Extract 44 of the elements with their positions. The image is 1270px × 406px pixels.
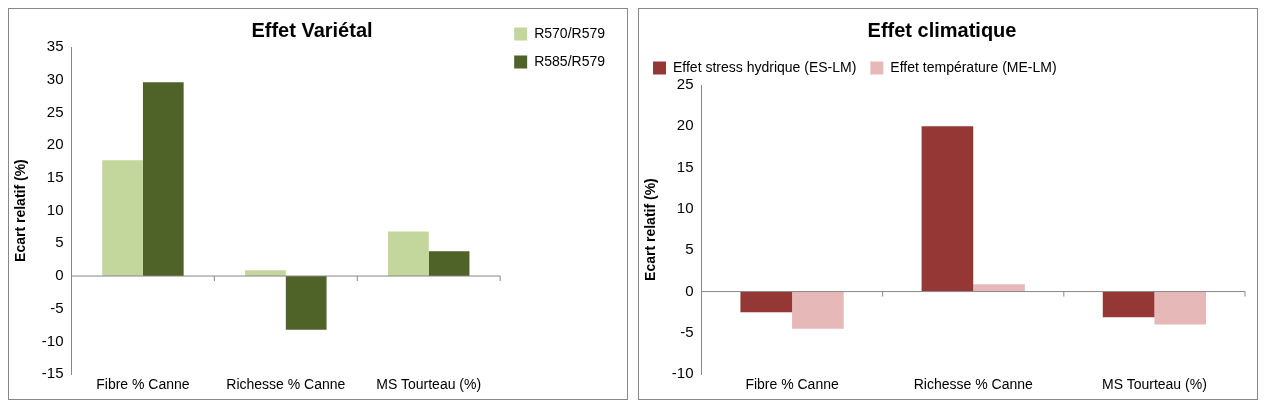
x-tick-label: MS Tourteau (%) <box>376 376 482 393</box>
y-tick-label: 25 <box>46 102 64 120</box>
bar <box>142 82 184 277</box>
legend-label: Effet stress hydrique (ES-LM) <box>673 58 857 75</box>
chart-title: Effet Variétal <box>251 18 373 41</box>
y-tick-label: -5 <box>50 298 64 316</box>
bar <box>102 160 143 277</box>
y-tick-label: 35 <box>46 37 64 55</box>
y-tick-label: 20 <box>46 135 64 153</box>
bar <box>921 126 974 292</box>
bar <box>388 231 429 277</box>
y-tick-label: 0 <box>685 281 694 299</box>
y-tick-label: -10 <box>41 331 64 349</box>
bar <box>792 291 844 329</box>
y-axis-title: Ecart relatif (%) <box>642 178 659 281</box>
y-tick-label: 25 <box>676 75 694 93</box>
bar <box>428 251 470 277</box>
legend-label: R570/R579 <box>534 24 606 41</box>
x-tick-label: Richesse % Canne <box>226 376 346 393</box>
y-tick-label: 5 <box>685 240 694 258</box>
y-tick-label: 5 <box>55 233 64 251</box>
y-tick-label: 15 <box>676 157 694 175</box>
bar <box>285 276 327 330</box>
x-tick-label: Fibre % Canne <box>96 376 190 393</box>
bar <box>740 291 793 313</box>
x-tick-label: Fibre % Canne <box>745 376 839 393</box>
y-tick-label: 30 <box>46 69 64 87</box>
x-tick-label: MS Tourteau (%) <box>1102 376 1207 393</box>
y-tick-label: -5 <box>680 323 694 341</box>
y-tick-label: 10 <box>46 200 64 218</box>
y-tick-label: 10 <box>676 199 694 217</box>
legend-label: R585/R579 <box>534 52 606 69</box>
bar <box>1154 291 1207 325</box>
y-tick-label: 0 <box>55 266 64 284</box>
chart-title: Effet climatique <box>867 18 1017 41</box>
y-tick-label: -10 <box>671 364 694 382</box>
y-tick-label: -15 <box>41 364 64 382</box>
y-axis-title: Ecart relatif (%) <box>12 159 29 262</box>
bar <box>973 284 1025 292</box>
y-tick-label: 15 <box>46 168 64 186</box>
legend-label: Effet température (ME-LM) <box>890 58 1057 75</box>
y-tick-label: 20 <box>676 116 694 134</box>
x-tick-label: Richesse % Canne <box>913 376 1033 393</box>
bar <box>1102 291 1155 318</box>
